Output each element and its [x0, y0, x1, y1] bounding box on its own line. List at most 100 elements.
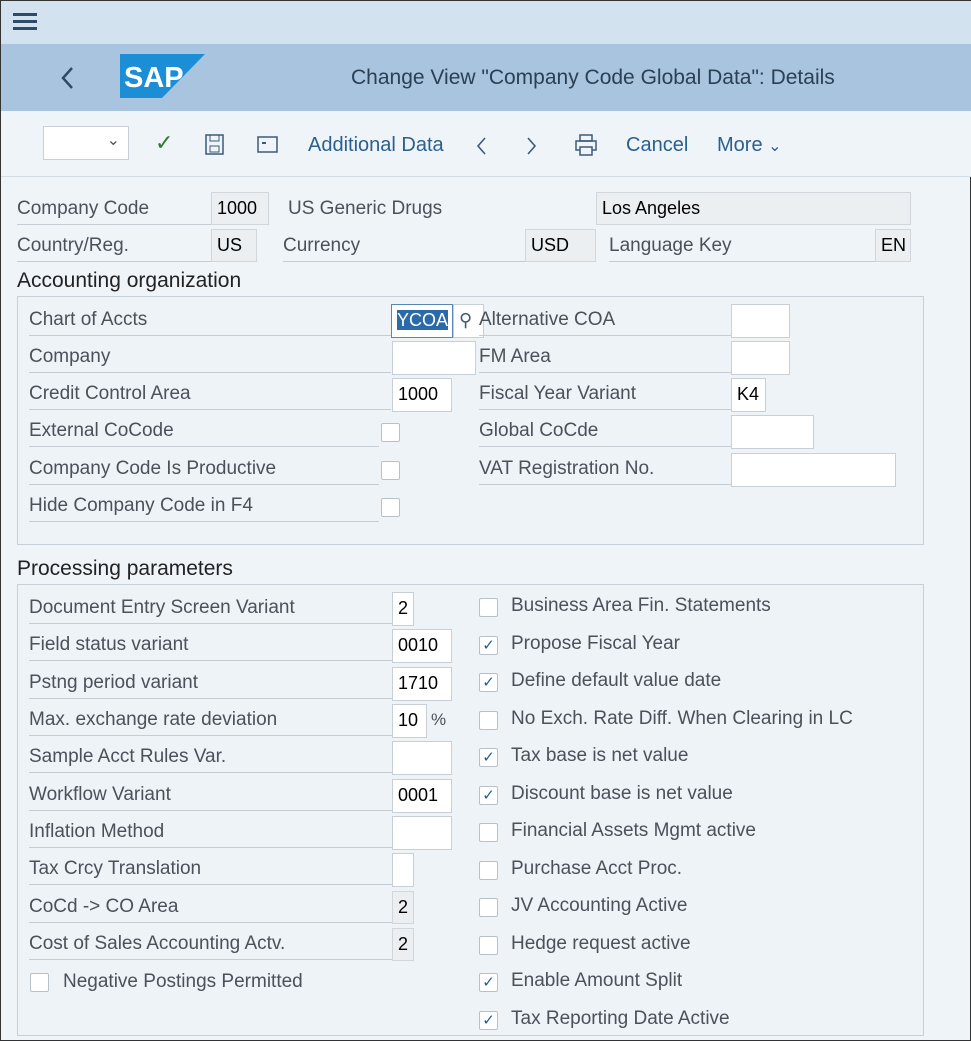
field-label: Field status variant: [29, 629, 392, 661]
processing-section-title: Processing parameters: [17, 557, 233, 580]
field-input[interactable]: [731, 304, 790, 338]
field-label: Tax Crcy Translation: [29, 853, 392, 885]
checkmark-icon[interactable]: ✓: [155, 130, 174, 155]
checkbox[interactable]: ✓: [479, 748, 498, 767]
checkbox[interactable]: ✓: [479, 635, 498, 655]
field-input[interactable]: [731, 341, 790, 375]
field-input[interactable]: [392, 816, 452, 850]
top-bar: [1, 1, 971, 44]
checkbox-label: No Exch. Rate Diff. When Clearing in LC: [511, 707, 853, 729]
city-field: Los Angeles: [596, 192, 911, 225]
save-icon[interactable]: [205, 134, 225, 156]
currency-field: USD: [525, 229, 596, 262]
field-input[interactable]: [392, 853, 414, 887]
field-input[interactable]: 10: [392, 704, 427, 738]
country-label: Country/Reg.: [17, 230, 211, 262]
field-label: Max. exchange rate deviation: [29, 704, 392, 736]
sap-logo: SAP: [120, 54, 205, 98]
field-label: External CoCode: [29, 415, 379, 447]
country-field: US: [211, 229, 257, 262]
checkbox[interactable]: [479, 860, 498, 880]
checkbox[interactable]: [381, 461, 400, 480]
field-label: CoCd -> CO Area: [29, 891, 392, 923]
checkbox[interactable]: [479, 823, 498, 842]
negative-postings-label: Negative Postings Permitted: [63, 971, 303, 992]
accounting-section-title: Accounting organization: [17, 269, 242, 292]
checkbox-label: JV Accounting Active: [511, 895, 688, 916]
previous-icon[interactable]: [475, 136, 487, 156]
company-code-label: Company Code: [17, 193, 211, 225]
more-button[interactable]: More ⌄: [717, 134, 782, 156]
checkbox[interactable]: [479, 898, 498, 917]
checkbox-label: Enable Amount Split: [511, 970, 683, 991]
field-label: Document Entry Screen Variant: [29, 592, 392, 624]
checkbox[interactable]: ✓: [479, 973, 498, 992]
back-icon[interactable]: [59, 66, 75, 90]
field-label: Hide Company Code in F4: [29, 490, 379, 522]
field-label: VAT Registration No.: [479, 453, 731, 485]
display-icon[interactable]: [257, 136, 279, 154]
field-input[interactable]: 0001: [392, 779, 452, 813]
chevron-down-icon: ⌄: [106, 132, 120, 149]
field-label: Inflation Method: [29, 816, 392, 848]
field-label: Company: [29, 341, 391, 373]
company-name: US Generic Drugs: [288, 198, 443, 219]
negative-postings-checkbox[interactable]: [30, 973, 49, 992]
checkbox[interactable]: [479, 598, 498, 617]
field-label: Chart of Accts: [29, 304, 391, 336]
field-label: Sample Acct Rules Var.: [29, 741, 392, 773]
field-label: FM Area: [479, 341, 731, 373]
field-input[interactable]: 1000: [392, 378, 452, 412]
field-label: Global CoCde: [479, 415, 731, 447]
field-input[interactable]: 2: [392, 891, 414, 924]
field-input[interactable]: [731, 415, 814, 449]
checkbox-label: Define default value date: [511, 670, 722, 691]
field-input[interactable]: 0010: [392, 629, 452, 663]
page-title: Change View "Company Code Global Data": …: [351, 66, 835, 89]
checkbox[interactable]: [479, 935, 498, 955]
field-input[interactable]: [392, 741, 452, 775]
additional-data-button[interactable]: Additional Data: [308, 134, 444, 156]
chart-of-accounts-input[interactable]: YCOA: [391, 304, 453, 338]
field-input[interactable]: 2: [392, 928, 414, 961]
checkbox[interactable]: ✓: [479, 1010, 498, 1030]
field-label: Company Code Is Productive: [29, 453, 379, 485]
print-icon[interactable]: [574, 133, 598, 157]
field-input[interactable]: 2: [392, 592, 414, 626]
checkbox[interactable]: ✓: [479, 673, 498, 692]
chevron-down-icon: ⌄: [768, 138, 782, 155]
unit-label: %: [431, 710, 447, 729]
field-input[interactable]: 1710: [392, 667, 452, 701]
checkbox[interactable]: ✓: [479, 785, 498, 805]
company-code-field: 1000: [211, 192, 269, 225]
checkbox-label: Tax Reporting Date Active: [511, 1007, 730, 1029]
checkbox-label: Financial Assets Mgmt active: [511, 820, 756, 841]
shell-header: SAP Change View "Company Code Global Dat…: [1, 44, 971, 111]
checkbox-label: Discount base is net value: [511, 782, 733, 804]
field-input[interactable]: [731, 453, 896, 487]
hamburger-icon[interactable]: [13, 12, 37, 32]
checkbox-label: Business Area Fin. Statements: [511, 595, 771, 616]
toolbar: ⌄ ✓ Additional Data Cancel More ⌄: [1, 111, 971, 177]
checkbox-label: Tax base is net value: [511, 745, 689, 766]
checkbox[interactable]: [381, 423, 400, 442]
language-label: Language Key: [609, 230, 875, 262]
checkbox[interactable]: [381, 498, 400, 517]
field-input[interactable]: K4: [731, 378, 766, 412]
field-input[interactable]: [392, 341, 476, 375]
field-label: Credit Control Area: [29, 378, 391, 410]
value-help-icon[interactable]: ⚲: [453, 304, 484, 338]
checkbox-label: Purchase Acct Proc.: [511, 857, 683, 879]
processing-group: [17, 584, 924, 1036]
currency-label: Currency: [283, 230, 525, 262]
svg-text:SAP: SAP: [124, 62, 184, 94]
checkbox-label: Hedge request active: [511, 932, 691, 954]
checkbox[interactable]: [479, 710, 498, 730]
field-label: Alternative COA: [479, 304, 731, 336]
field-label: Cost of Sales Accounting Actv.: [29, 928, 392, 960]
next-icon[interactable]: [526, 136, 538, 156]
command-dropdown[interactable]: ⌄: [43, 126, 129, 160]
cancel-button[interactable]: Cancel: [626, 134, 689, 156]
field-label: Pstng period variant: [29, 667, 392, 699]
language-field: EN: [875, 229, 911, 262]
